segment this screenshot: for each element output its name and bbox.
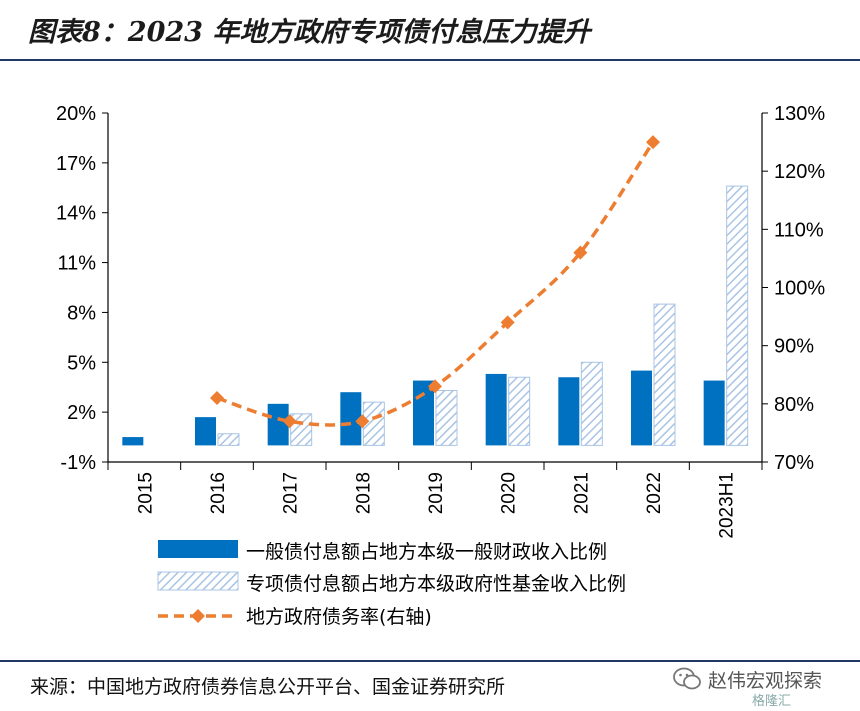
debt-ratio-line (216, 141, 655, 427)
bar-special-debt (508, 376, 531, 446)
left-axis-tick-label: -1% (60, 452, 96, 474)
title-rule (0, 59, 860, 61)
left-axis-tick-label: 2% (67, 402, 96, 424)
debt-ratio-point (210, 391, 224, 406)
bar-special-debt (580, 361, 603, 446)
left-axis-tick-label: 11% (57, 253, 96, 275)
watermark: 赵伟宏观探索 格隆汇 (672, 660, 858, 710)
bar-general-debt (267, 403, 289, 446)
x-tick-label: 2018 (353, 472, 374, 514)
right-axis-tick-label: 90% (774, 336, 814, 358)
x-tick-label: 2022 (644, 472, 665, 514)
x-tick-label: 2015 (135, 472, 156, 514)
x-tick-label: 2017 (281, 472, 302, 514)
x-tick-label: 2019 (426, 472, 447, 514)
legend-label: 地方政府债务率(右轴) (246, 606, 432, 628)
debt-ratio-point (428, 379, 442, 394)
legend-swatch-special (157, 571, 239, 591)
right-axis-tick-label: 130% (774, 103, 825, 125)
legend-label: 专项债付息额占地方本级政府性基金收入比例 (246, 573, 626, 595)
legend-marker (191, 609, 205, 623)
axes: 20% 17% 14% 11% 8% 5% 2% -1% 130% 120% 110% 100% 90%… (56, 103, 825, 539)
bar-special-debt (726, 185, 749, 446)
bar-general-debt (558, 377, 580, 446)
legend: 一般债付息额占地方本级一般财政收入比例专项债付息额占地方本级政府性基金收入比例地… (157, 540, 626, 628)
x-tick-label: 2016 (208, 472, 229, 514)
bar-general-debt (122, 437, 144, 446)
bar-special-debt (217, 433, 240, 446)
left-axis-tick-label: 5% (67, 352, 96, 374)
bar-general-debt (703, 380, 725, 446)
bar-general-debt (631, 370, 652, 446)
debt-ratio-point (500, 315, 515, 330)
right-axis-tick-label: 100% (774, 278, 825, 300)
bar-general-debt (485, 373, 507, 446)
watermark-name: 赵伟宏观探索 (708, 670, 823, 692)
right-axis-tick-label: 120% (774, 161, 825, 183)
bar-general-debt (340, 392, 362, 446)
chart-title: 图表8：2023 年地方政府专项债付息压力提升 (28, 17, 591, 48)
right-axis-tick-label: 80% (774, 394, 814, 416)
bars (122, 185, 749, 446)
watermark-sub: 格隆汇 (752, 694, 792, 709)
bar-special-debt (435, 390, 458, 446)
footer-rule (0, 660, 860, 662)
bar-special-debt (653, 303, 676, 446)
right-axis-tick-label: 70% (774, 452, 814, 474)
bar-general-debt (195, 417, 216, 446)
right-axis-tick-label: 110% (774, 219, 824, 241)
debt-ratio-point (282, 414, 297, 429)
x-tick-label: 2020 (499, 472, 520, 514)
debt-ratio-point (355, 414, 370, 429)
left-axis-tick-label: 14% (56, 203, 96, 225)
left-axis-tick-label: 17% (56, 153, 96, 175)
source-note: 来源：中国地方政府债券信息公开平台、国金证券研究所 (30, 676, 506, 698)
wechat-icon (673, 667, 701, 690)
legend-label: 一般债付息额占地方本级一般财政收入比例 (246, 541, 607, 563)
debt-ratio-point (646, 135, 660, 150)
debt-ratio-point (573, 245, 588, 260)
left-axis-tick-label: 8% (67, 302, 96, 324)
legend-swatch-general (158, 540, 238, 558)
line-series (210, 135, 660, 429)
chart: 20% 17% 14% 11% 8% 5% 2% -1% 130% 120% 110% 100% 90%… (56, 103, 825, 628)
x-tick-label: 2021 (571, 472, 592, 514)
left-axis-tick-label: 20% (56, 103, 96, 125)
x-tick-label: 2023H1 (717, 472, 738, 539)
